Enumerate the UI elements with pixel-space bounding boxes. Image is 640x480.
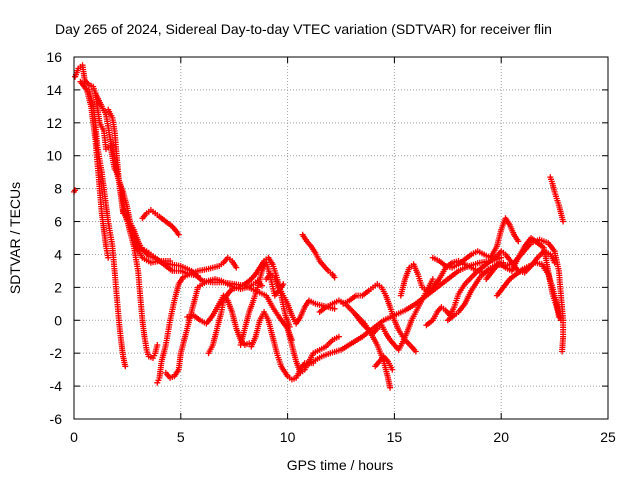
data-point-markers: [340, 281, 419, 355]
data-point-markers: [493, 259, 562, 320]
data-point-markers: [299, 231, 338, 281]
series-arc-12: [237, 259, 287, 348]
series-arc-16: [299, 231, 338, 281]
data-point-markers: [139, 207, 182, 238]
x-tick-label: 0: [70, 429, 78, 445]
y-tick-label: 10: [46, 148, 62, 164]
plot-frame: [73, 56, 609, 420]
series-arc-23: [429, 215, 522, 271]
x-tick-label: 5: [177, 429, 185, 445]
data-point-markers: [423, 248, 558, 329]
series-arc-13: [248, 309, 317, 383]
series-arc-19: [340, 281, 419, 355]
y-tick-label: 0: [54, 312, 62, 328]
series-arc-15: [284, 325, 342, 376]
series-arc-03: [86, 86, 129, 370]
y-tick-label: -6: [50, 411, 63, 427]
y-tick-label: -4: [50, 378, 63, 394]
series-arc-22: [423, 248, 558, 329]
x-tick-label: 25: [600, 429, 616, 445]
data-point-markers: [547, 174, 567, 225]
y-tick-label: 6: [54, 214, 62, 230]
y-tick-label: 14: [46, 82, 62, 98]
y-tick-label: -2: [50, 345, 63, 361]
tick-labels: 0 5 10 15 20 25 -6 -4 -2 0 2 4 6 8 10 12 14 16: [46, 49, 616, 445]
data-point-markers: [372, 353, 396, 373]
y-axis-label: SDTVAR / TECUs: [7, 182, 23, 294]
y-tick-label: 4: [54, 246, 62, 262]
y-tick-label: 8: [54, 181, 62, 197]
x-tick-label: 10: [280, 429, 296, 445]
chart-title: Day 265 of 2024, Sidereal Day-to-day VTE…: [55, 21, 552, 37]
data-point-markers: [353, 276, 436, 353]
series-arc-28: [372, 353, 396, 373]
y-tick-label: 16: [46, 49, 62, 65]
x-tick-label: 15: [387, 429, 403, 445]
data-point-markers: [284, 325, 342, 376]
data-point-markers: [86, 86, 129, 370]
series-arc-07: [139, 207, 182, 238]
data-marks: [71, 62, 567, 391]
y-tick-label: 12: [46, 115, 62, 131]
series-arc-20: [353, 276, 436, 353]
data-point-markers: [248, 309, 317, 383]
series-arc-27: [547, 174, 567, 225]
y-tick-label: 2: [54, 279, 62, 295]
x-axis-label: GPS time / hours: [287, 457, 394, 473]
data-point-markers: [429, 215, 522, 271]
x-tick-label: 20: [493, 429, 509, 445]
data-point-markers: [154, 254, 240, 386]
series-arc-26: [493, 259, 562, 320]
series-arc-08: [154, 254, 240, 386]
data-point-markers: [237, 259, 287, 348]
